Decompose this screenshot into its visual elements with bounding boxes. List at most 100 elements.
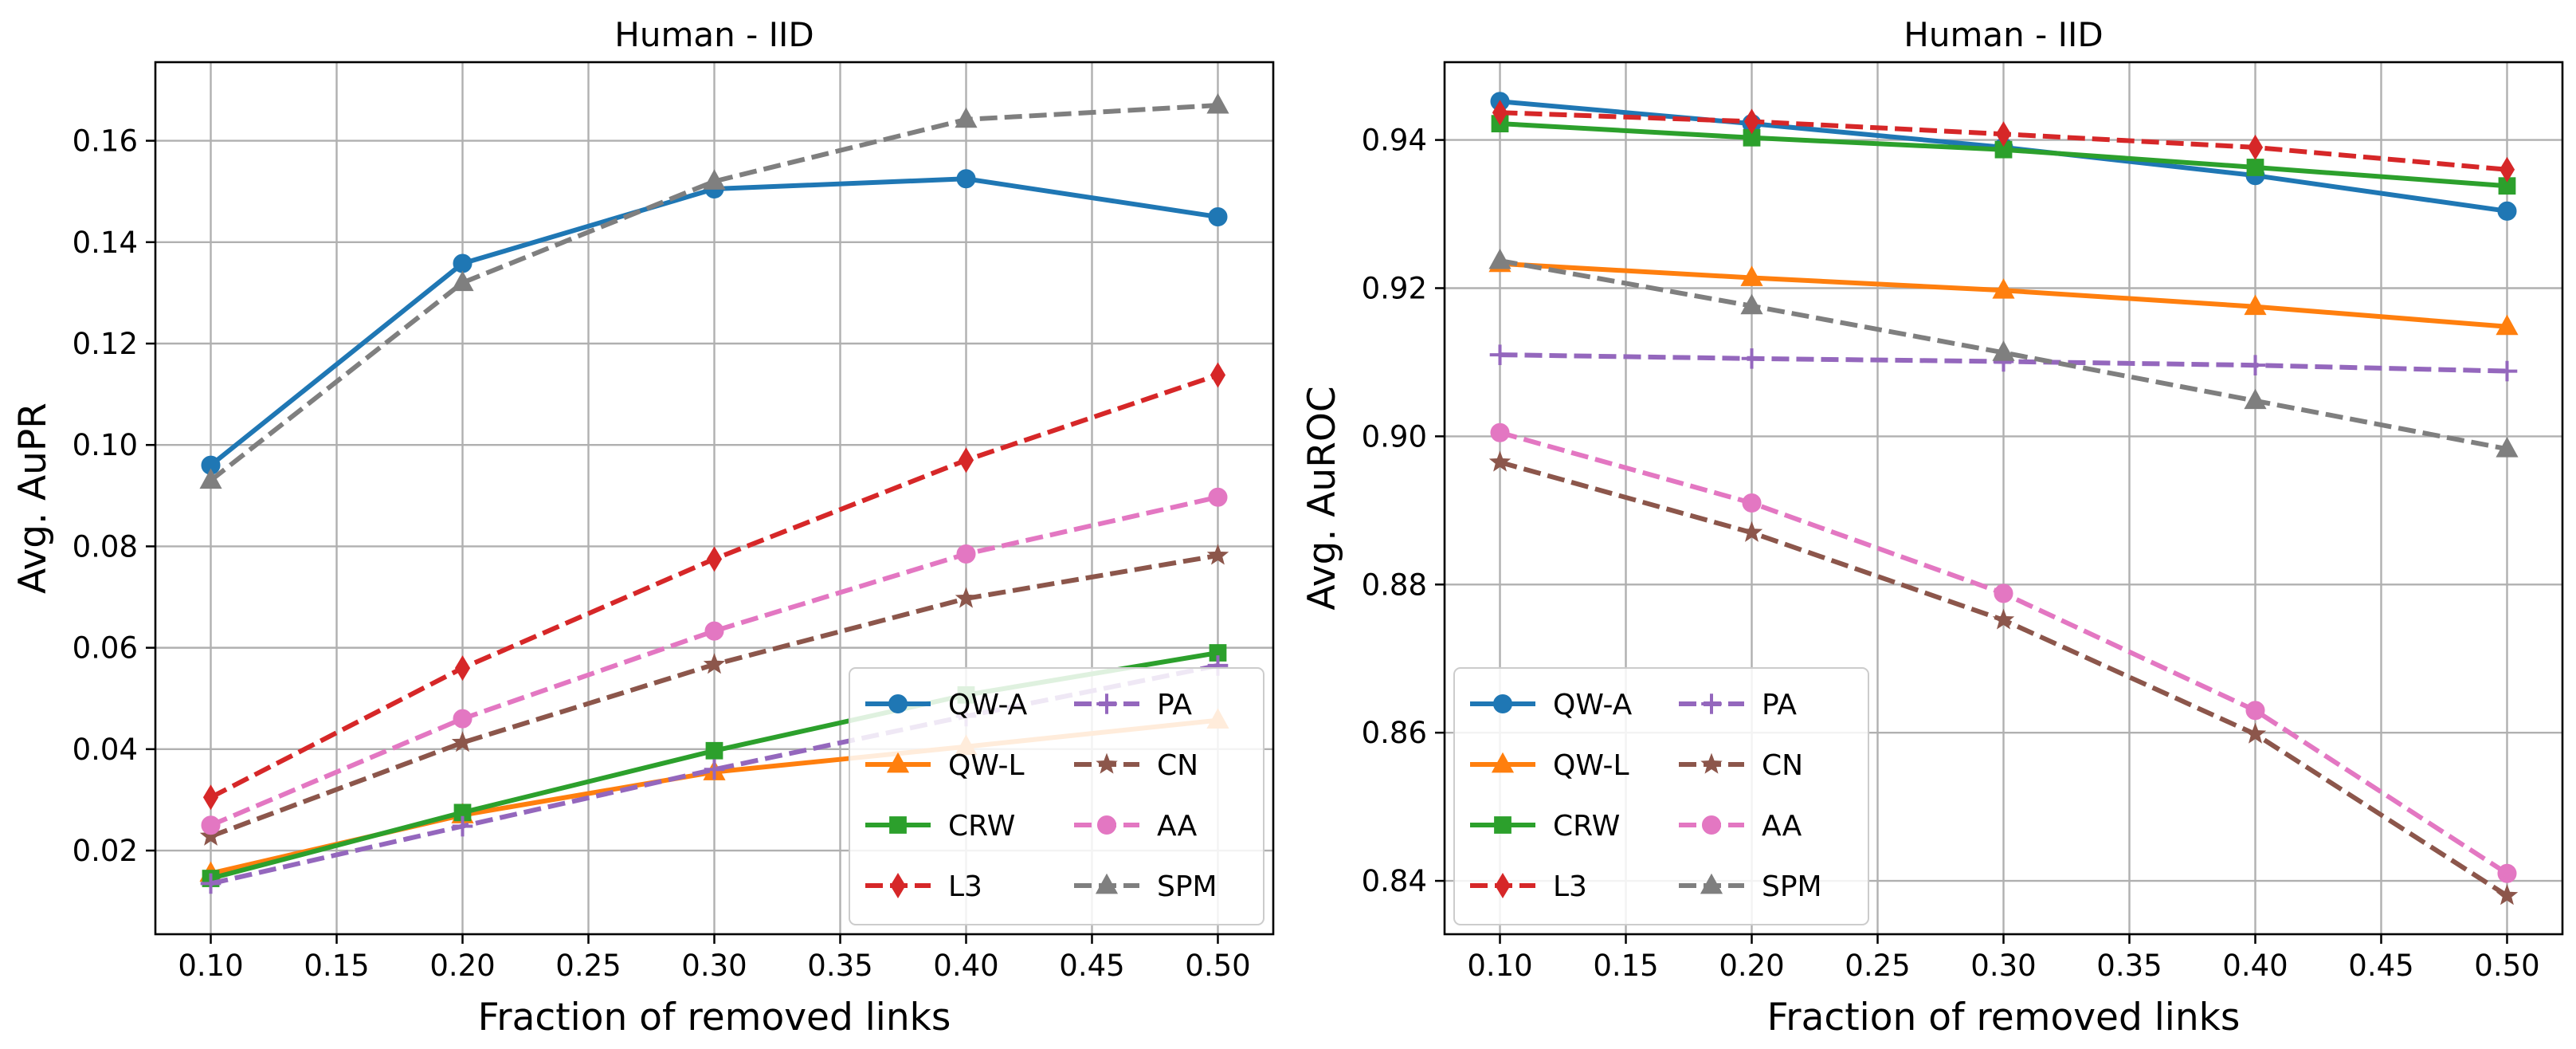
x-tick-label: 0.20 xyxy=(429,949,495,983)
point-qw-l xyxy=(2244,294,2267,316)
legend-marker xyxy=(1701,693,1722,714)
point-spm xyxy=(199,468,222,489)
legend-marker xyxy=(1494,816,1511,834)
line-spm xyxy=(1499,258,2508,452)
legend-marker xyxy=(1491,752,1515,773)
point-crw xyxy=(705,741,723,760)
legend-marker xyxy=(1701,815,1722,835)
x-tick-label: 0.50 xyxy=(1185,949,1250,983)
x-tick-label: 0.50 xyxy=(2474,949,2539,983)
x-tick-label: 0.40 xyxy=(933,949,998,983)
point-l3 xyxy=(2247,134,2264,160)
legend-item-l3: L3 xyxy=(1470,870,1587,903)
point-crw xyxy=(2246,159,2264,176)
legend-label: CRW xyxy=(1553,810,1620,843)
point-aa xyxy=(1994,583,2013,603)
legend-item-aa: AA xyxy=(1074,810,1198,843)
legend-marker xyxy=(1492,693,1513,714)
legend-marker xyxy=(1495,873,1511,898)
point-pa xyxy=(1741,348,1762,369)
legend-item-cn: CN xyxy=(1074,749,1198,782)
legend-item-spm: SPM xyxy=(1679,870,1822,903)
legend-marker xyxy=(888,693,908,714)
y-tick-label: 0.06 xyxy=(73,631,138,666)
point-crw xyxy=(453,803,472,822)
y-tick-label: 0.14 xyxy=(73,226,138,260)
legend-label: PA xyxy=(1157,689,1192,721)
legend-marker xyxy=(1096,815,1117,835)
legend-marker xyxy=(1700,873,1723,894)
x-tick-label: 0.30 xyxy=(681,949,747,983)
point-qw-a xyxy=(453,253,472,273)
point-cn xyxy=(955,587,978,608)
y-tick-label: 0.88 xyxy=(1362,568,1427,602)
point-pa xyxy=(2245,355,2266,375)
legend-marker xyxy=(890,873,906,898)
point-crw xyxy=(1994,140,2013,159)
legend-label: AA xyxy=(1762,810,1802,843)
point-qw-l xyxy=(1740,265,1763,286)
x-axis-label: Fraction of removed links xyxy=(478,996,951,1039)
point-aa xyxy=(1208,487,1228,507)
legend-item-l3: L3 xyxy=(865,870,982,903)
point-crw xyxy=(1209,644,1227,662)
y-axis-label: Avg. AuPR xyxy=(11,403,55,594)
y-tick-label: 0.16 xyxy=(73,124,138,159)
point-cn xyxy=(199,824,222,846)
point-cn xyxy=(2244,722,2267,744)
point-pa xyxy=(2496,360,2518,382)
point-spm xyxy=(2496,436,2519,458)
legend-marker xyxy=(1096,693,1117,714)
point-aa xyxy=(1490,422,1510,442)
point-pa xyxy=(452,815,473,837)
legend-marker xyxy=(1095,873,1119,894)
point-l3 xyxy=(1210,362,1226,388)
point-l3 xyxy=(1743,108,1760,135)
point-spm xyxy=(955,107,978,128)
series-l3 xyxy=(1492,100,2515,183)
series-l3 xyxy=(202,362,1226,811)
series-crw xyxy=(1491,115,2516,195)
legend-box xyxy=(1453,667,1869,925)
series-pa xyxy=(1489,344,2518,382)
legend-label: QW-L xyxy=(1553,749,1629,782)
legend-item-aa: AA xyxy=(1679,810,1802,843)
x-tick-label: 0.10 xyxy=(1467,949,1532,983)
x-tick-label: 0.30 xyxy=(1970,949,2036,983)
line-spm xyxy=(209,103,1218,483)
plot-frame xyxy=(154,61,1275,936)
legend-label: CRW xyxy=(948,810,1015,843)
legend: QW-A QW-L CRW L3 PA CN AA SPM xyxy=(849,667,1264,925)
legend-label: QW-A xyxy=(948,689,1028,721)
legend-item-pa: PA xyxy=(1074,689,1192,721)
legend-marker xyxy=(886,752,910,773)
legend-item-qw-a: QW-A xyxy=(1470,689,1633,721)
point-aa xyxy=(2497,863,2517,883)
point-l3 xyxy=(202,784,219,811)
x-tick-label: 0.35 xyxy=(2096,949,2162,983)
legend-label: SPM xyxy=(1157,870,1217,903)
x-tick-label: 0.45 xyxy=(2348,949,2413,983)
point-spm xyxy=(451,270,474,292)
legend-item-qw-l: QW-L xyxy=(1470,749,1629,782)
series-spm xyxy=(199,92,1229,489)
y-tick-label: 0.02 xyxy=(73,834,138,868)
point-spm xyxy=(703,169,726,190)
point-pa xyxy=(704,759,725,780)
y-axis-label: Avg. AuROC xyxy=(1300,386,1344,610)
point-qw-a xyxy=(956,169,976,189)
chart-aupr: 0.10 0.15 0.20 0.25 0.30 0.35 0.40 0.45 0.50 0.02… xyxy=(11,15,1275,1039)
series-group xyxy=(1488,92,2519,906)
x-tick-label: 0.20 xyxy=(1719,949,1784,983)
point-l3 xyxy=(454,655,471,682)
point-aa xyxy=(2245,701,2265,721)
point-l3 xyxy=(2499,156,2515,183)
legend-label: CN xyxy=(1762,749,1803,782)
y-tick-label: 0.94 xyxy=(1362,124,1427,158)
point-aa xyxy=(956,544,976,564)
legend-item-qw-a: QW-A xyxy=(865,689,1028,721)
x-tick-label: 0.40 xyxy=(2222,949,2288,983)
line-aa xyxy=(210,494,1219,828)
point-cn xyxy=(703,653,726,674)
